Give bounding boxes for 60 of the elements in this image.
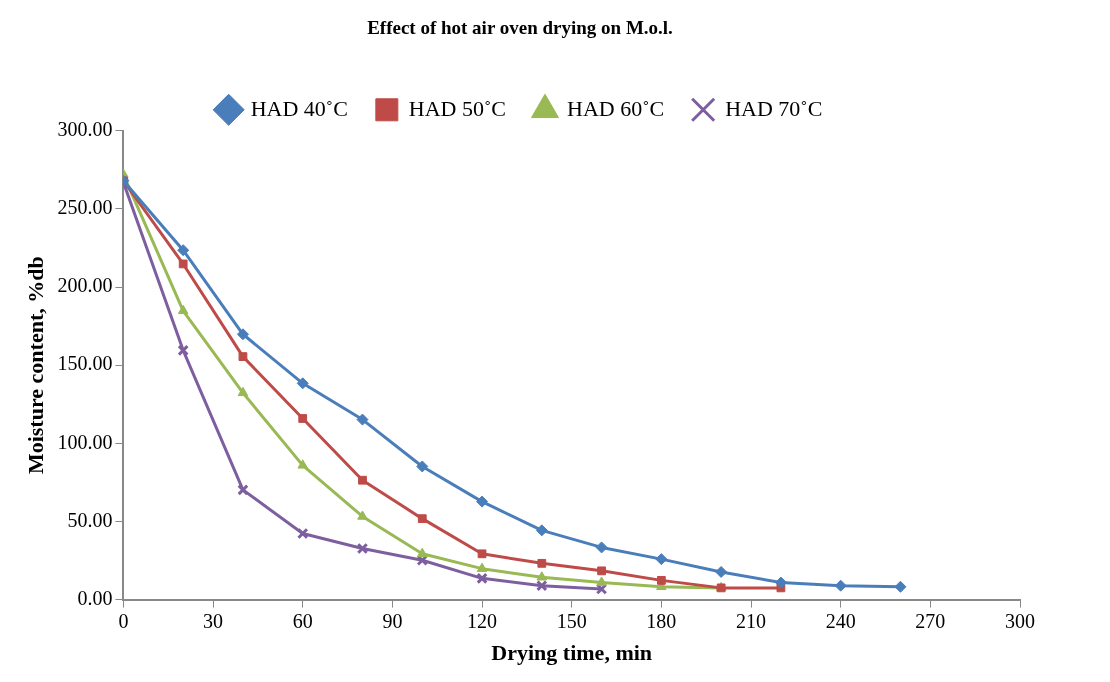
point	[416, 460, 429, 473]
legend-label: HAD 60˚C	[567, 95, 665, 121]
point	[536, 579, 548, 592]
point	[477, 549, 487, 559]
point	[296, 377, 309, 390]
point	[356, 542, 369, 555]
point	[595, 541, 608, 554]
point	[476, 572, 488, 585]
y-tick-label: 50.00	[67, 508, 113, 531]
x-tick-label: 150	[556, 609, 587, 632]
point	[476, 495, 489, 508]
point	[894, 580, 907, 593]
point	[236, 328, 249, 341]
y-axis-title: Moisture content, %db	[22, 256, 48, 475]
x-tick-label: 300	[1005, 609, 1035, 632]
point	[357, 510, 368, 520]
y-tick-label: 200.00	[57, 274, 113, 297]
chart-title: Effect of hot air oven drying on M.o.l.	[367, 17, 673, 39]
legend-label: HAD 40˚C	[250, 95, 348, 121]
x-tick-label: 60	[292, 609, 313, 632]
point	[417, 514, 427, 524]
point	[417, 547, 428, 558]
x-tick-label: 0	[118, 609, 129, 632]
y-tick-label: 150.00	[57, 352, 113, 375]
point	[715, 565, 728, 578]
point	[298, 414, 308, 423]
point	[655, 553, 668, 566]
legend-label: HAD 50˚C	[408, 95, 507, 121]
point	[537, 558, 547, 568]
point	[177, 244, 190, 257]
point	[297, 459, 308, 469]
point	[774, 576, 787, 589]
point	[596, 576, 607, 586]
point	[238, 352, 248, 361]
x-tick-label: 210	[736, 609, 767, 632]
point	[358, 475, 367, 485]
x-tick-label: 270	[915, 609, 946, 632]
point	[177, 304, 189, 315]
point	[356, 413, 369, 426]
point	[476, 562, 488, 572]
y-tick-label: 100.00	[57, 430, 113, 453]
y-tick-label: 300.00	[57, 118, 113, 141]
point	[237, 484, 249, 496]
y-tick-label: 0.00	[77, 586, 113, 609]
legend-label: HAD 70˚C	[725, 95, 823, 121]
x-axis-title: Drying time, min	[491, 640, 653, 666]
y-tick-label: 250.00	[57, 196, 113, 219]
point	[178, 259, 188, 269]
point	[656, 575, 666, 585]
point	[597, 566, 606, 576]
x-tick-label: 30	[203, 609, 224, 632]
x-tick-label: 120	[467, 609, 498, 632]
x-tick-label: 180	[646, 609, 677, 632]
x-tick-label: 240	[825, 609, 856, 632]
x-tick-label: 90	[382, 609, 403, 632]
point	[296, 527, 309, 540]
point	[535, 524, 548, 537]
point	[237, 386, 249, 397]
point	[536, 571, 548, 581]
point	[177, 344, 189, 357]
